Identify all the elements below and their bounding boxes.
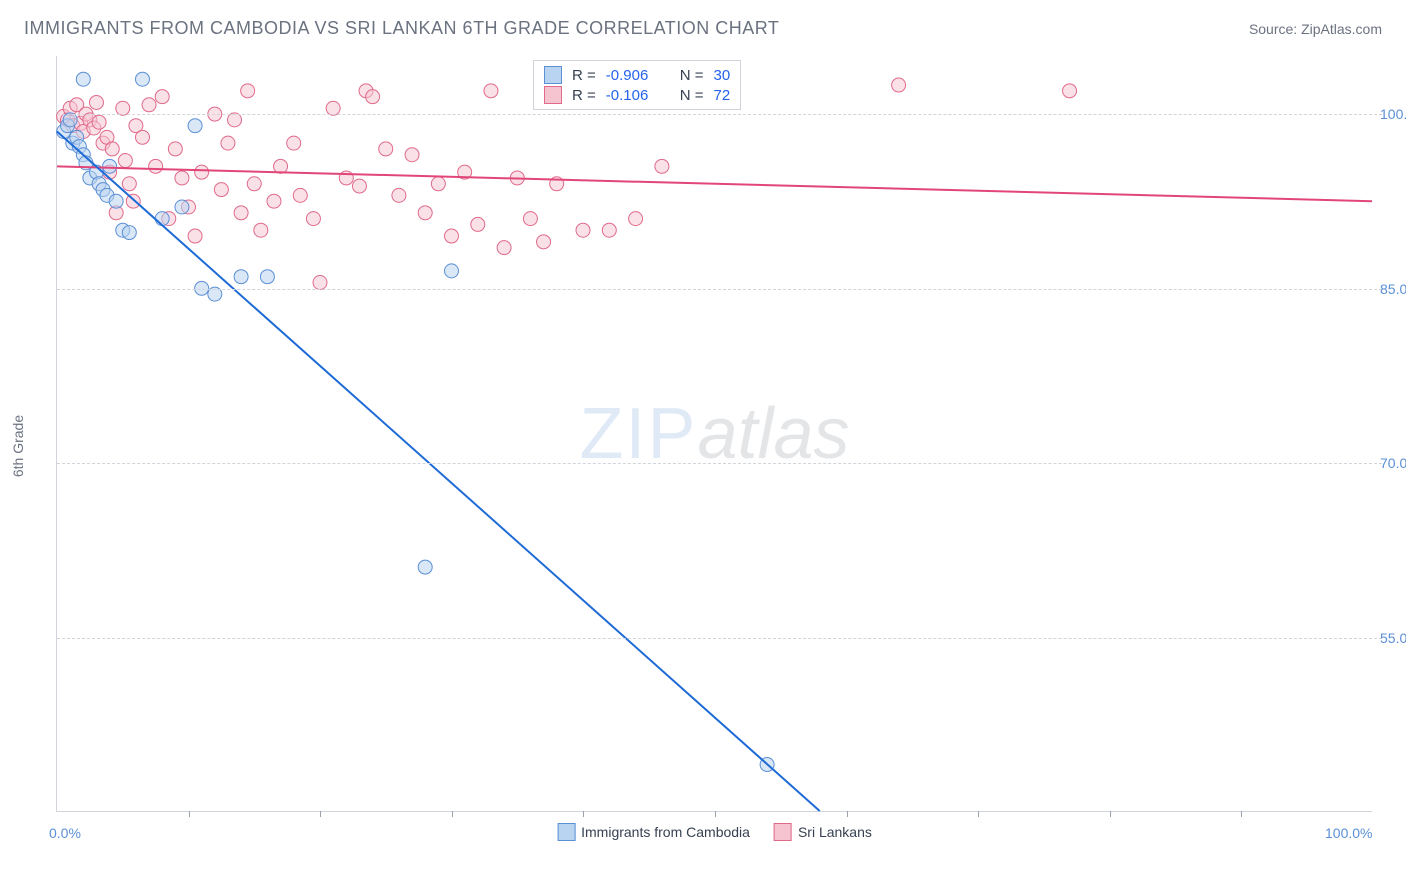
correlation-legend: R = -0.906 N = 30 R = -0.106 N = 72 <box>533 60 741 110</box>
scatter-point-srilankans <box>537 235 551 249</box>
scatter-point-cambodia <box>122 226 136 240</box>
scatter-point-srilankans <box>484 84 498 98</box>
scatter-point-srilankans <box>221 136 235 150</box>
scatter-point-srilankans <box>445 229 459 243</box>
series-legend: Immigrants from Cambodia Sri Lankans <box>557 823 872 841</box>
scatter-point-srilankans <box>247 177 261 191</box>
scatter-point-srilankans <box>629 212 643 226</box>
scatter-point-cambodia <box>445 264 459 278</box>
x-tick-label: 0.0% <box>49 825 81 841</box>
scatter-point-cambodia <box>76 72 90 86</box>
x-tick <box>320 811 321 817</box>
y-tick-label: 55.0% <box>1380 630 1406 646</box>
scatter-point-srilankans <box>155 90 169 104</box>
scatter-point-srilankans <box>892 78 906 92</box>
legend-item-cambodia: Immigrants from Cambodia <box>557 823 750 841</box>
scatter-point-cambodia <box>109 194 123 208</box>
swatch-cambodia <box>544 66 562 84</box>
scatter-point-srilankans <box>105 142 119 156</box>
y-tick-label: 100.0% <box>1380 106 1406 122</box>
gridline <box>57 463 1382 464</box>
scatter-point-srilankans <box>214 183 228 197</box>
source-label: Source: ZipAtlas.com <box>1249 21 1382 37</box>
x-tick <box>847 811 848 817</box>
x-tick <box>1241 811 1242 817</box>
scatter-point-srilankans <box>118 154 132 168</box>
scatter-point-srilankans <box>142 98 156 112</box>
chart-title: IMMIGRANTS FROM CAMBODIA VS SRI LANKAN 6… <box>24 18 779 39</box>
scatter-point-srilankans <box>188 229 202 243</box>
scatter-point-srilankans <box>392 188 406 202</box>
scatter-point-cambodia <box>260 270 274 284</box>
x-tick <box>978 811 979 817</box>
scatter-point-srilankans <box>471 217 485 231</box>
gridline <box>57 289 1382 290</box>
scatter-point-srilankans <box>234 206 248 220</box>
scatter-point-srilankans <box>1063 84 1077 98</box>
scatter-point-cambodia <box>175 200 189 214</box>
y-axis-label: 6th Grade <box>10 415 26 477</box>
swatch-srilankans-icon <box>774 823 792 841</box>
scatter-point-srilankans <box>655 159 669 173</box>
legend-item-srilankans: Sri Lankans <box>774 823 872 841</box>
scatter-point-cambodia <box>155 212 169 226</box>
scatter-point-srilankans <box>313 276 327 290</box>
scatter-point-srilankans <box>267 194 281 208</box>
scatter-point-cambodia <box>135 72 149 86</box>
scatter-point-srilankans <box>149 159 163 173</box>
x-tick <box>1110 811 1111 817</box>
scatter-point-srilankans <box>293 188 307 202</box>
scatter-point-srilankans <box>352 179 366 193</box>
scatter-point-srilankans <box>306 212 320 226</box>
scatter-point-srilankans <box>366 90 380 104</box>
gridline <box>57 638 1382 639</box>
legend-row-cambodia: R = -0.906 N = 30 <box>544 65 730 85</box>
scatter-point-srilankans <box>431 177 445 191</box>
scatter-point-srilankans <box>89 95 103 109</box>
scatter-point-srilankans <box>602 223 616 237</box>
scatter-point-srilankans <box>254 223 268 237</box>
scatter-point-srilankans <box>287 136 301 150</box>
scatter-point-srilankans <box>122 177 136 191</box>
x-tick <box>583 811 584 817</box>
scatter-point-srilankans <box>576 223 590 237</box>
scatter-point-srilankans <box>92 115 106 129</box>
scatter-point-srilankans <box>523 212 537 226</box>
scatter-point-srilankans <box>379 142 393 156</box>
scatter-point-cambodia <box>418 560 432 574</box>
swatch-cambodia-icon <box>557 823 575 841</box>
chart-svg <box>57 56 1372 811</box>
scatter-point-srilankans <box>497 241 511 255</box>
scatter-point-srilankans <box>418 206 432 220</box>
x-tick <box>715 811 716 817</box>
scatter-point-srilankans <box>195 165 209 179</box>
title-bar: IMMIGRANTS FROM CAMBODIA VS SRI LANKAN 6… <box>24 18 1382 39</box>
regression-line-cambodia <box>57 132 820 812</box>
y-tick-label: 85.0% <box>1380 281 1406 297</box>
plot-area: ZIPatlas R = -0.906 N = 30 R = -0.106 N … <box>56 56 1372 812</box>
x-tick <box>189 811 190 817</box>
scatter-point-cambodia <box>188 119 202 133</box>
scatter-point-srilankans <box>168 142 182 156</box>
scatter-point-srilankans <box>175 171 189 185</box>
scatter-point-cambodia <box>103 159 117 173</box>
x-tick-label: 100.0% <box>1325 825 1372 841</box>
scatter-point-srilankans <box>135 130 149 144</box>
scatter-point-srilankans <box>241 84 255 98</box>
y-tick-label: 70.0% <box>1380 455 1406 471</box>
swatch-srilankans <box>544 86 562 104</box>
scatter-point-cambodia <box>234 270 248 284</box>
gridline <box>57 114 1382 115</box>
scatter-point-srilankans <box>405 148 419 162</box>
legend-row-srilankans: R = -0.106 N = 72 <box>544 85 730 105</box>
x-tick <box>452 811 453 817</box>
